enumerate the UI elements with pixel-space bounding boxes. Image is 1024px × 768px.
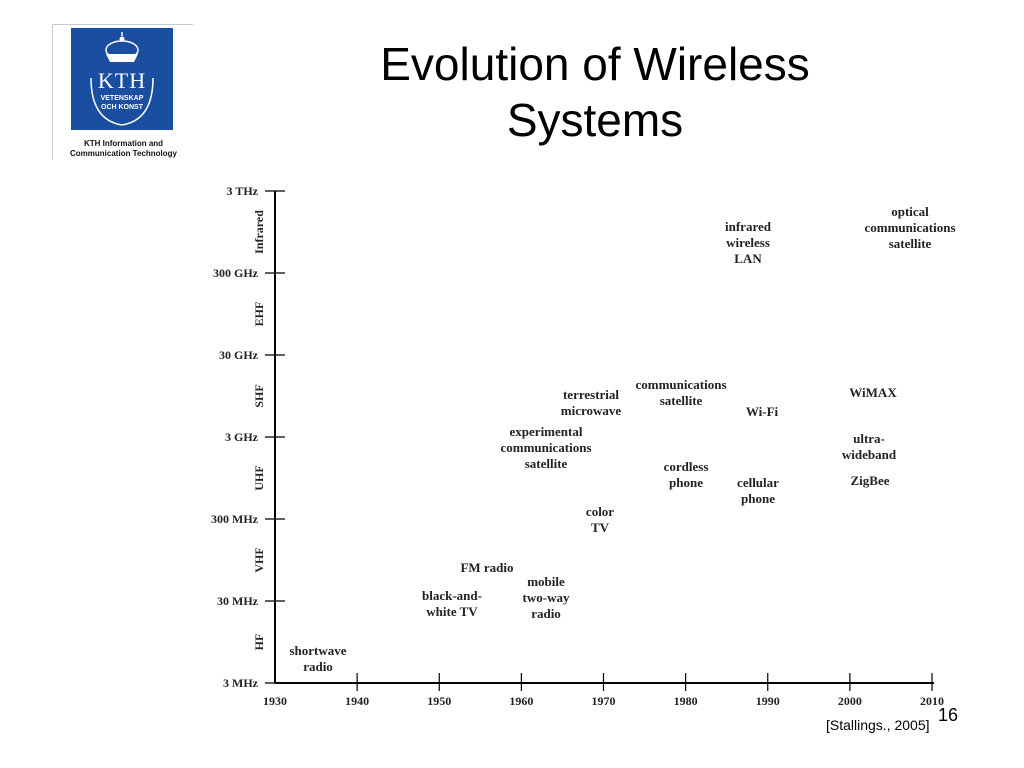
page-number: 16: [938, 705, 959, 725]
technology-label: radio: [531, 606, 561, 621]
x-tick-label: 2010: [920, 694, 944, 708]
technology-label: terrestrial: [563, 387, 619, 402]
band-label: UHF: [252, 465, 266, 490]
band-label: VHF: [252, 547, 266, 572]
x-tick-label: 2000: [838, 694, 862, 708]
technology-label: radio: [303, 659, 333, 674]
logo-line2: OCH KONST: [101, 104, 143, 111]
technology-label: communications: [501, 440, 592, 455]
technology-label: FM radio: [460, 560, 513, 575]
slide-title-line1: Evolution of Wireless: [380, 38, 810, 90]
y-tick-label: 30 MHz: [217, 594, 259, 608]
x-tick-label: 1930: [263, 694, 287, 708]
technology-label: phone: [669, 475, 703, 490]
logo-caption-line1: KTH Information and: [83, 139, 164, 148]
x-tick-label: 1980: [674, 694, 698, 708]
technology-label: microwave: [561, 403, 622, 418]
band-label: EHF: [252, 302, 266, 327]
technology-label: cordless: [664, 459, 709, 474]
technology-label: satellite: [889, 236, 932, 251]
band-label: HF: [252, 634, 266, 651]
x-tick-label: 1970: [592, 694, 616, 708]
y-tick-label: 300 GHz: [213, 266, 259, 280]
technology-label: satellite: [525, 456, 568, 471]
technology-label: mobile: [527, 574, 565, 589]
technology-label: white TV: [426, 604, 478, 619]
x-tick-label: 1990: [756, 694, 780, 708]
technology-label: wireless: [726, 235, 770, 250]
technology-label: color: [586, 504, 614, 519]
y-tick-label: 30 GHz: [219, 348, 259, 362]
technology-label: optical: [891, 204, 929, 219]
technology-label: shortwave: [289, 643, 346, 658]
technology-label: two-way: [523, 590, 570, 605]
technology-label: phone: [741, 491, 775, 506]
logo-caption-line2: Communication Technology: [70, 149, 177, 158]
technology-label: infrared: [725, 219, 772, 234]
technology-label: cellular: [737, 475, 779, 490]
technology-label: experimental: [510, 424, 583, 439]
kth-logo: KTH VETENSKAP OCH KONST KTH Information …: [52, 24, 193, 160]
kth-crest-icon: KTH VETENSKAP OCH KONST: [71, 28, 173, 130]
technology-label: communications: [865, 220, 956, 235]
technology-label: LAN: [734, 251, 762, 266]
x-tick-label: 1960: [509, 694, 533, 708]
technology-label: WiMAX: [849, 385, 897, 400]
x-tick-label: 1950: [427, 694, 451, 708]
logo-line1: VETENSKAP: [100, 95, 144, 102]
technology-label: wideband: [842, 447, 897, 462]
y-tick-label: 300 MHz: [211, 512, 259, 526]
slide-title: Evolution of Wireless Systems: [300, 36, 890, 148]
y-tick-label: 3 MHz: [223, 676, 259, 690]
source-citation: [Stallings., 2005]: [826, 717, 930, 733]
x-tick-label: 1940: [345, 694, 369, 708]
technology-label: communications: [636, 377, 727, 392]
technology-label: ZigBee: [851, 473, 890, 488]
technology-label: TV: [591, 520, 610, 535]
y-tick-label: 3 GHz: [225, 430, 259, 444]
technology-label: black-and-: [422, 588, 482, 603]
slide-title-line2: Systems: [506, 94, 684, 146]
band-label: SHF: [252, 384, 266, 407]
logo-mark: KTH: [97, 68, 147, 93]
technology-label: ultra-: [853, 431, 885, 446]
technology-label: Wi-Fi: [746, 404, 779, 419]
crown-icon: [90, 32, 154, 126]
band-label: Infrared: [252, 210, 266, 254]
technology-label: satellite: [660, 393, 703, 408]
y-tick-label: 3 THz: [227, 184, 259, 198]
